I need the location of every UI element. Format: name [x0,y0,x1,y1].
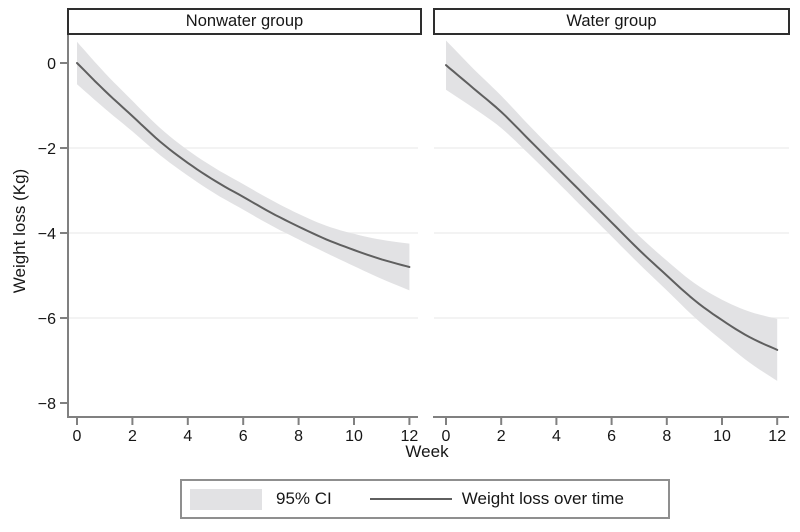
y-axis-label: Weight loss (Kg) [10,168,29,294]
x-tick-label: 2 [497,428,506,445]
x-axis-label: Week [405,442,449,461]
x-tick-label: 2 [128,428,137,445]
x-tick-label: 12 [401,428,419,445]
y-tick-label: 0 [47,56,56,73]
trend-line [76,62,411,268]
x-tick-label: 0 [73,428,82,445]
ci-band [77,41,410,291]
panel-title-nonwater: Nonwater group [67,8,422,35]
x-tick-label: 12 [768,428,786,445]
x-tick-label: 6 [239,428,248,445]
x-tick-label: 8 [294,428,303,445]
ci-band [446,40,778,381]
panel-title-water: Water group [433,8,790,35]
x-tick-label: 0 [442,428,451,445]
x-tick-label: 8 [662,428,671,445]
y-tick-label: −8 [38,396,56,413]
x-tick-label: 10 [713,428,731,445]
y-tick-label: −4 [38,226,56,243]
y-tick-label: −2 [38,141,56,158]
x-tick-label: 10 [345,428,363,445]
x-tick-label: 4 [552,428,561,445]
trend-line [445,64,779,351]
y-tick-label: −6 [38,311,56,328]
ci-band-swatch [190,488,262,510]
x-tick-label: 6 [607,428,616,445]
x-tick-label: 4 [183,428,192,445]
trend-legend-label: Weight loss over time [461,489,624,508]
ci-legend-label: 95% CI [276,489,332,508]
trend-line-swatch [369,498,452,500]
legend: 95% CI Weight loss over time [180,479,670,519]
